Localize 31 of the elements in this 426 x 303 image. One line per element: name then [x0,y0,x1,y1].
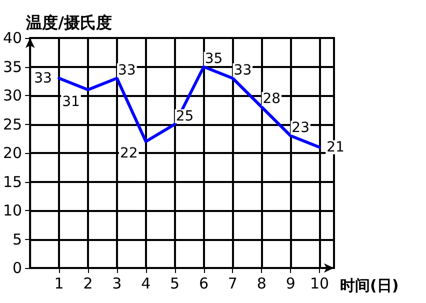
data-label: 23 [292,120,310,136]
y-tick-label: 20 [2,144,22,162]
data-label: 28 [262,91,281,107]
x-axis-title: 时间(日) [340,276,399,294]
y-axis-title: 温度/摄氏度 [25,13,112,32]
y-tick-label: 0 [12,259,22,277]
data-label: 33 [34,70,52,86]
data-label: 25 [176,108,194,124]
y-tick-label: 25 [2,115,22,134]
data-label: 22 [120,146,138,162]
x-tick-label: 6 [198,274,209,292]
x-tick-label: 7 [228,274,238,292]
data-label: 31 [62,94,80,110]
y-tick-label: 30 [2,86,22,104]
data-label: 35 [204,50,223,67]
x-tick-label: 9 [286,274,296,292]
data-label: 33 [118,62,136,78]
y-tick-label: 40 [2,29,22,47]
x-tick-label: 8 [256,274,266,292]
x-tick-label: 3 [112,274,122,292]
y-tick-label: 10 [2,202,22,220]
x-tick-label: 5 [170,274,180,292]
x-tick-label: 1 [54,274,64,292]
data-label: 33 [234,62,252,78]
x-tick-label: 2 [83,274,93,292]
x-tick-label: 4 [141,274,151,292]
y-tick-label: 35 [2,58,22,76]
x-tick-label: 10 [310,274,330,292]
y-tick-label: 5 [12,230,22,248]
y-tick-label: 15 [2,172,22,191]
data-label: 21 [326,139,344,156]
